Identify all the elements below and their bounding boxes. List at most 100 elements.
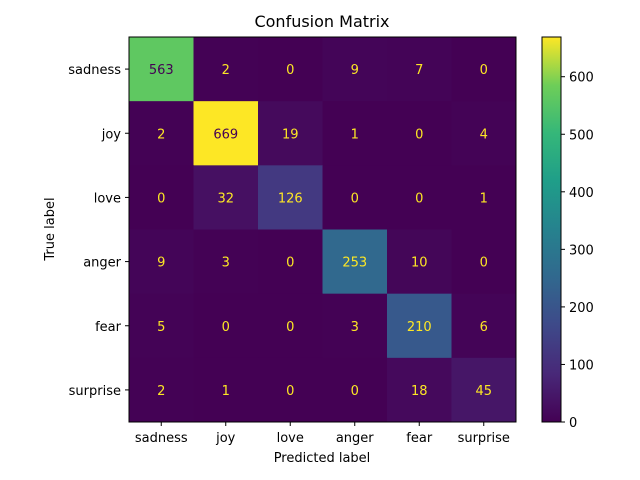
matrix-cell [322,165,388,230]
matrix-cell [129,101,194,166]
matrix-cell-labels: 563 2 0 9 7 02 669 19 1 0 40 32 126 0 0 19 3 0 253 10 05 0 0 3 2… [149,63,492,399]
cell-value-label: 2 [157,384,165,399]
cell-value-label: 2 [157,127,165,142]
colorbar-tick-label: 600 [569,71,594,86]
x-axis-label: Predicted label [274,451,371,466]
x-tick-label: fear [406,431,433,446]
matrix-cell [387,357,452,423]
cell-value-label: 45 [475,384,492,399]
cell-value-label: 0 [351,384,359,399]
chart-title: Confusion Matrix [254,12,389,31]
cell-value-label: 10 [411,256,428,271]
matrix-cell [258,165,323,230]
cell-value-label: 0 [286,384,294,399]
matrix-cell [451,357,517,423]
colorbar [541,36,562,423]
matrix-cell [322,357,388,423]
cell-value-label: 0 [480,63,488,78]
cell-value-label: 32 [217,191,234,206]
x-axis-ticks: sadness joy love anger fear surprise [135,422,510,446]
cell-value-label: 1 [351,127,359,142]
matrix-cell [322,37,388,102]
matrix-cell [193,293,259,359]
cell-value-label: 1 [480,191,488,206]
matrix-cell [387,165,452,230]
matrix-cell [451,101,517,166]
cell-value-label: 563 [149,63,174,78]
cell-value-label: 0 [157,191,165,206]
cell-value-label: 0 [415,191,423,206]
matrix-cell [258,229,323,295]
matrix-cell [129,357,194,423]
cell-value-label: 7 [415,63,423,78]
matrix-cell [322,229,388,295]
plot-frame [128,36,517,423]
x-tick-label: surprise [458,431,510,446]
cell-value-label: 3 [222,256,230,271]
cell-value-label: 6 [480,320,488,335]
matrix-cell [129,293,194,359]
cell-value-label: 19 [282,127,299,142]
y-tick-label: surprise [69,384,121,399]
y-axis-ticks: sadness joy love anger fear surprise [68,63,129,399]
matrix-cell [451,293,517,359]
cell-value-label: 253 [342,256,367,271]
cell-value-label: 4 [480,127,488,142]
colorbar-tick-label: 100 [569,358,594,373]
matrix-cell [451,165,517,230]
matrix-cell [322,293,388,359]
matrix-cell [193,357,259,423]
matrix-cell [129,37,194,102]
cell-value-label: 0 [222,320,230,335]
cell-value-label: 0 [415,127,423,142]
matrix-cell [129,229,194,295]
x-tick-label: sadness [135,431,188,446]
matrix-cells [129,37,517,423]
y-tick-label: anger [83,256,121,271]
matrix-cell [387,37,452,102]
matrix-cell [322,101,388,166]
colorbar-tick-label: 200 [569,301,594,316]
x-tick-label: love [277,431,304,446]
cell-value-label: 9 [157,256,165,271]
x-tick-label: joy [215,431,236,446]
matrix-cell [258,293,323,359]
cell-value-label: 2 [222,63,230,78]
matrix-cell [193,37,259,102]
matrix-cell [451,229,517,295]
cell-value-label: 5 [157,320,165,335]
y-tick-label: love [94,191,121,206]
cell-value-label: 0 [480,256,488,271]
y-tick-label: fear [95,320,122,335]
colorbar-ticks: 0 100 200 300 400 500 600 [561,71,594,431]
cell-value-label: 3 [351,320,359,335]
y-tick-label: sadness [68,63,121,78]
cell-value-label: 0 [286,63,294,78]
matrix-cell [193,165,259,230]
y-axis-label: True label [43,197,58,261]
colorbar-tick-label: 300 [569,243,594,258]
y-tick-label: joy [101,127,122,142]
cell-value-label: 0 [286,320,294,335]
matrix-cell [258,357,323,423]
colorbar-tick-label: 0 [569,416,577,431]
matrix-cell [387,229,452,295]
cell-value-label: 1 [222,384,230,399]
cell-value-label: 18 [411,384,428,399]
cell-value-label: 126 [278,191,303,206]
x-tick-label: anger [336,431,374,446]
matrix-cell [129,165,194,230]
colorbar-tick-label: 500 [569,128,594,143]
cell-value-label: 9 [351,63,359,78]
cell-value-label: 0 [286,256,294,271]
matrix-cell [387,101,452,166]
matrix-cell [193,101,259,166]
cell-value-label: 210 [407,320,432,335]
cell-value-label: 0 [351,191,359,206]
matrix-cell [387,293,452,359]
colorbar-tick-label: 400 [569,186,594,201]
cell-value-label: 669 [213,127,238,142]
matrix-cell [451,37,517,102]
matrix-cell [258,37,323,102]
